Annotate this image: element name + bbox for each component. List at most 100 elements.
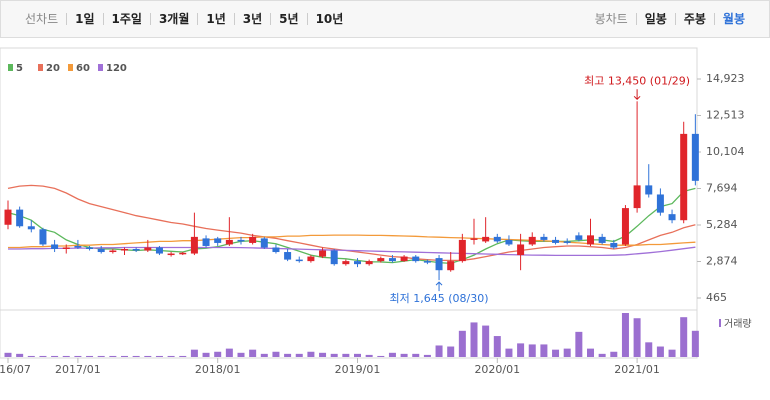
candle-body xyxy=(610,242,618,248)
tab[interactable]: 1일 xyxy=(66,13,102,25)
candle-body xyxy=(482,236,490,242)
candle-body xyxy=(330,250,338,265)
candle-body xyxy=(423,261,431,263)
volume-bar xyxy=(179,355,187,357)
volume-bar xyxy=(190,349,198,357)
candle-body xyxy=(656,194,664,213)
tab[interactable]: 5년 xyxy=(270,13,306,25)
x-tick-label: 2021/01 xyxy=(614,363,660,376)
candle-body xyxy=(284,252,292,260)
candle-body xyxy=(680,133,688,221)
volume-bar xyxy=(680,317,688,357)
volume-bar xyxy=(121,355,128,357)
volume-bar xyxy=(412,353,420,357)
candle-body xyxy=(493,236,501,242)
candle-body xyxy=(155,247,163,254)
candle-body xyxy=(144,247,152,251)
volume-bar xyxy=(214,351,222,357)
candle-body xyxy=(202,238,210,246)
candle-body xyxy=(237,239,245,242)
candle-body xyxy=(86,247,94,249)
tab[interactable]: 주봉 xyxy=(674,13,714,25)
x-tick-label: 2020/01 xyxy=(474,363,520,376)
volume-bar xyxy=(435,345,443,357)
volume-bar xyxy=(621,313,629,357)
volume-bar xyxy=(307,351,315,357)
tab[interactable]: 10년 xyxy=(306,13,352,25)
volume-bar xyxy=(598,353,606,357)
candle-body xyxy=(27,226,35,230)
annotation: 최고 13,450 (01/29) xyxy=(584,74,690,87)
candle-body xyxy=(645,185,653,195)
volume-bar xyxy=(365,354,373,357)
volume-bar xyxy=(587,348,594,357)
volume-bar xyxy=(109,355,117,357)
tab[interactable]: 월봉 xyxy=(713,13,753,25)
candle-body xyxy=(167,253,175,256)
ma-line xyxy=(8,246,696,257)
legend-swatch xyxy=(8,64,13,71)
ma-line xyxy=(7,187,696,265)
candle-body xyxy=(74,245,82,248)
volume-bar xyxy=(691,330,699,357)
candle-body xyxy=(319,250,327,257)
volume-bar xyxy=(458,330,466,357)
volume-bar xyxy=(575,331,583,357)
candle-body xyxy=(295,259,303,262)
y-tick-label: 14,923 xyxy=(706,72,745,85)
volume-bar xyxy=(342,353,350,357)
y-tick-label: 7,694 xyxy=(706,182,738,195)
legend-label: 5 xyxy=(16,63,23,74)
legend-label: 120 xyxy=(106,63,127,74)
ma-line xyxy=(7,184,696,262)
legend-swatch xyxy=(98,64,103,71)
candle-body xyxy=(505,239,513,245)
volume-bar xyxy=(167,355,175,357)
x-tick-label: 2018/01 xyxy=(195,363,241,376)
candle-body xyxy=(633,185,641,209)
x-tick-label: 2019/01 xyxy=(335,363,381,376)
candle-body xyxy=(249,236,257,243)
arrow xyxy=(435,281,443,292)
candle-body xyxy=(179,252,187,255)
tab-label: 봉차트 xyxy=(594,12,628,26)
volume-bar xyxy=(202,352,210,357)
tab[interactable]: 3년 xyxy=(233,13,270,25)
volume-bar xyxy=(447,346,455,357)
volume-bar xyxy=(74,355,82,357)
candle-body xyxy=(412,256,420,262)
volume-legend-swatch xyxy=(719,319,721,327)
candle-body xyxy=(132,248,140,251)
volume-bar xyxy=(505,348,513,357)
volume-bar xyxy=(668,349,676,357)
tab[interactable]: 1년 xyxy=(197,13,233,25)
candle-body xyxy=(621,208,629,245)
legend-label: 20 xyxy=(46,63,60,74)
candle-body xyxy=(225,239,233,245)
arrow xyxy=(633,89,641,101)
candle-body xyxy=(563,241,571,243)
candle-body xyxy=(260,238,268,248)
tab[interactable]: 3개월 xyxy=(149,13,197,25)
tab[interactable]: 일봉 xyxy=(635,13,675,25)
candle-tabs: 봉차트 일봉 주봉 월봉 xyxy=(571,13,769,25)
volume-bar xyxy=(552,349,560,357)
candle-body xyxy=(16,209,24,227)
tab[interactable]: 1주일 xyxy=(102,13,150,25)
candle-body xyxy=(517,244,525,256)
candle-body xyxy=(121,248,128,251)
y-tick-label: 10,104 xyxy=(706,145,745,158)
y-tick-label: 465 xyxy=(706,291,727,304)
period-tabs: 선차트 1일 1주일 3개월 1년 3년 5년 10년 xyxy=(1,13,367,25)
candle-body xyxy=(598,236,606,243)
candle-body xyxy=(62,247,70,249)
volume-bar xyxy=(470,322,478,357)
volume-bar xyxy=(354,353,361,357)
toolbar: 선차트 1일 1주일 3개월 1년 3년 5년 10년 봉차트 일봉 주봉 월봉 xyxy=(0,0,770,38)
ma-line xyxy=(8,234,696,249)
volume-bar xyxy=(249,349,257,357)
volume-bar xyxy=(97,355,105,357)
legend-swatch xyxy=(38,64,43,71)
